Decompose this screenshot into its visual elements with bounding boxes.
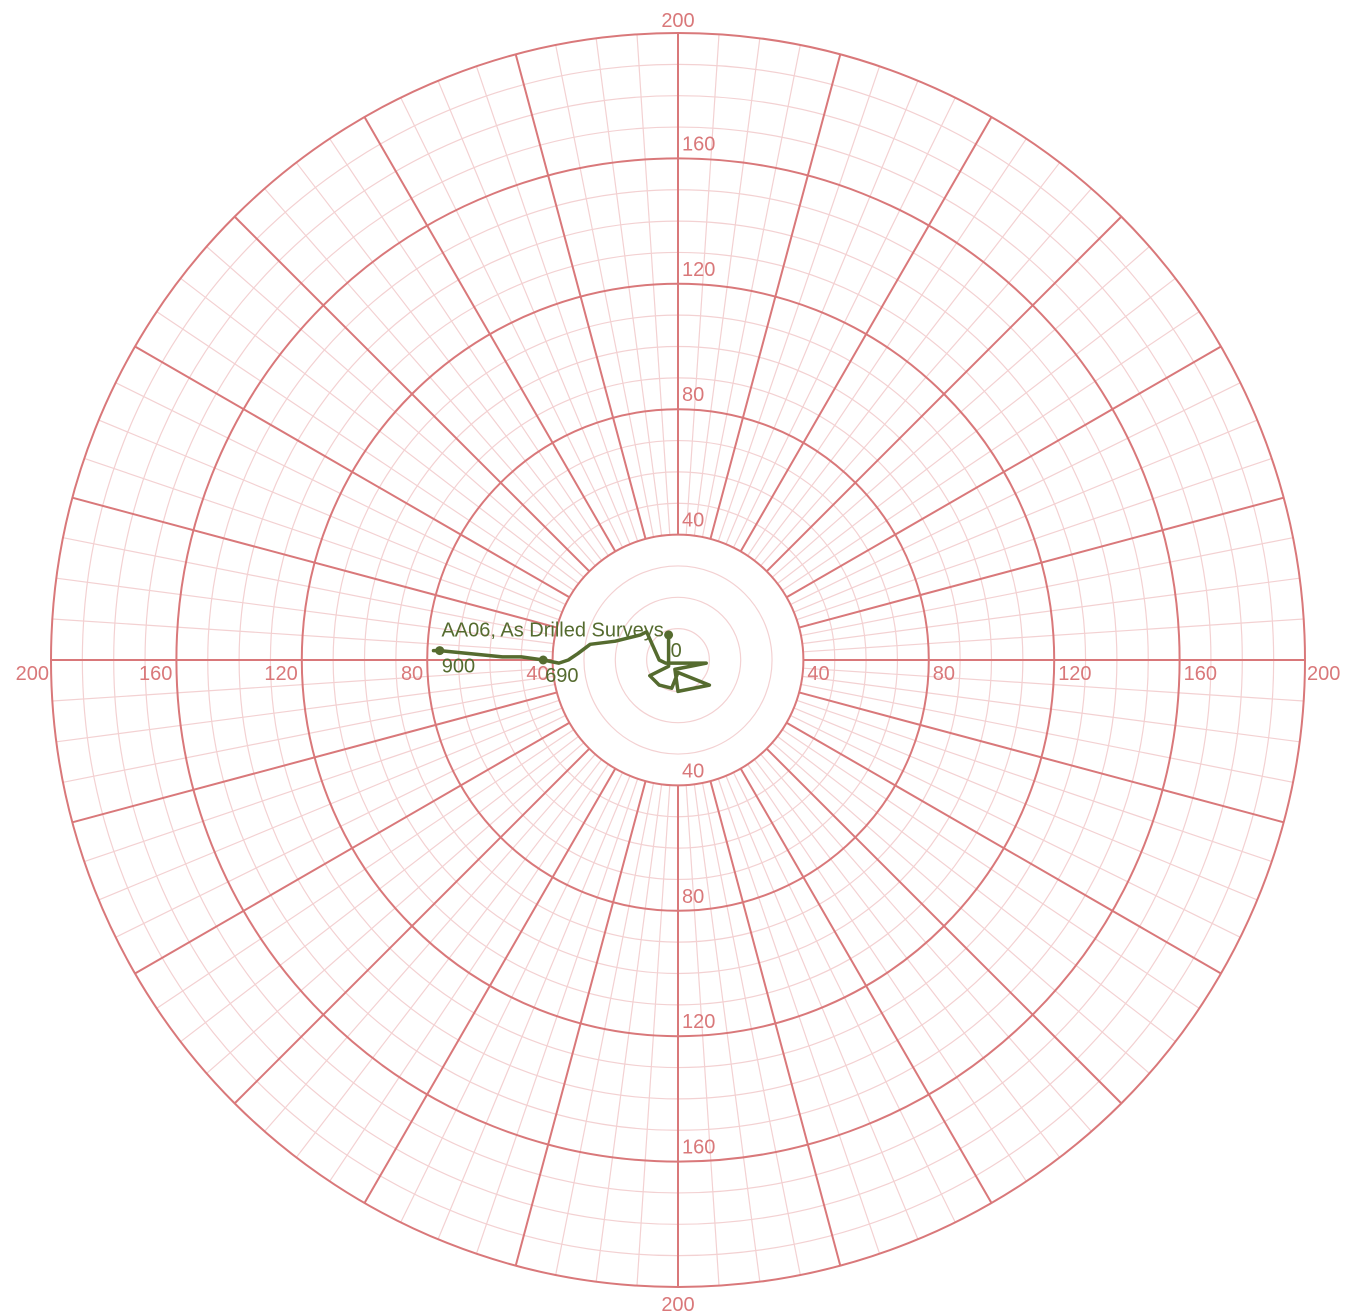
major-spoke: [233, 215, 591, 573]
survey-marker: [664, 630, 674, 640]
tick-label-right: 200: [1307, 663, 1340, 685]
tick-label-bottom: 40: [682, 760, 704, 782]
major-spoke: [739, 116, 993, 552]
tick-label-right: 160: [1184, 663, 1217, 685]
survey-marker-label: 900: [442, 656, 475, 678]
major-grid: [50, 32, 1306, 1288]
major-spoke: [798, 496, 1284, 629]
tick-label-bottom: 80: [682, 886, 704, 908]
tick-labels: 40 40 40 40 80 80 80 80 120 120 120 120 160 160 160 160…: [16, 10, 1341, 1311]
tick-label-right: 80: [933, 663, 955, 685]
major-spoke: [709, 54, 842, 540]
survey-marker-label: 690: [545, 665, 578, 687]
major-spoke: [363, 768, 617, 1204]
major-spoke: [72, 691, 558, 824]
major-spoke: [798, 691, 1284, 824]
survey-path: [431, 630, 712, 694]
tick-label-left: 160: [139, 663, 172, 685]
tick-label-left: 120: [264, 663, 297, 685]
tick-label-right: 120: [1058, 663, 1091, 685]
major-spoke: [134, 721, 570, 975]
tick-label-top: 200: [661, 10, 694, 32]
series-name-label: AA06, As Drilled Surveys: [441, 620, 663, 642]
major-spoke: [786, 345, 1222, 599]
tick-label-bottom: 200: [661, 1294, 694, 1311]
tick-label-left: 40: [526, 663, 548, 685]
tick-label-left: 80: [401, 663, 423, 685]
tick-label-top: 40: [682, 510, 704, 532]
minor-ring: [583, 565, 773, 755]
tick-label-top: 160: [682, 133, 715, 155]
major-spoke: [739, 768, 993, 1204]
survey-marker: [435, 646, 445, 656]
tick-label-top: 80: [682, 384, 704, 406]
tick-label-bottom: 160: [682, 1137, 715, 1159]
major-spoke: [765, 215, 1123, 573]
series-layer: 0 690 900 AA06, As Drilled Surveys: [431, 620, 712, 694]
major-spoke: [72, 496, 558, 629]
tick-label-top: 120: [682, 259, 715, 281]
major-spoke: [134, 345, 570, 599]
major-spoke: [765, 747, 1123, 1105]
major-spoke: [786, 721, 1222, 975]
survey-marker: [538, 655, 548, 665]
tick-label-bottom: 120: [682, 1011, 715, 1033]
major-spoke: [514, 54, 647, 540]
tick-label-right: 40: [807, 663, 829, 685]
survey-marker-label: 0: [671, 640, 682, 662]
tick-label-left: 200: [16, 663, 49, 685]
major-spoke: [363, 116, 617, 552]
major-spoke: [709, 780, 842, 1266]
minor-ring: [614, 596, 742, 724]
major-spoke: [233, 747, 591, 1105]
major-spoke: [514, 780, 647, 1266]
